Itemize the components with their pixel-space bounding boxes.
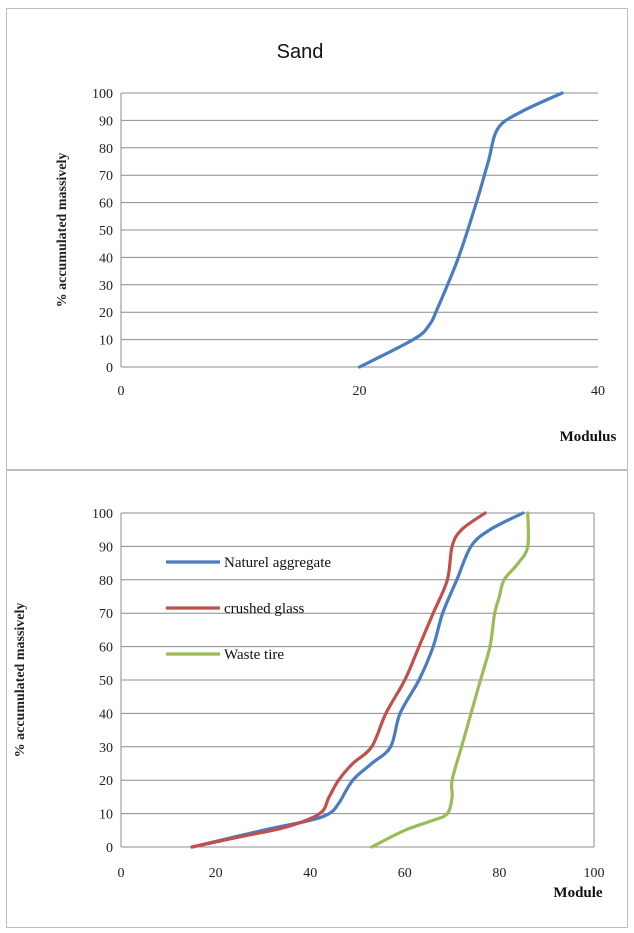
x-axis-label: Modulus [560, 429, 617, 445]
legend-label: Waste tire [224, 647, 284, 663]
y-axis-label: % accumulated massively [55, 153, 70, 308]
y-tick-label: 0 [106, 361, 113, 376]
y-tick-label: 80 [99, 574, 113, 589]
y-tick-label: 30 [99, 279, 113, 294]
y-tick-label: 90 [99, 540, 113, 555]
legend-label: Naturel aggregate [224, 555, 331, 571]
x-tick-label: 80 [492, 866, 506, 881]
series-line-sand [357, 91, 564, 369]
series-line-crushed-glass [190, 511, 487, 849]
y-tick-label: 60 [99, 641, 113, 656]
x-tick-label: 20 [209, 866, 223, 881]
y-tick-label: 90 [99, 114, 113, 129]
x-tick-label: 20 [353, 384, 367, 399]
chart-title: Sand [277, 41, 324, 63]
x-tick-label: 40 [303, 866, 317, 881]
y-tick-label: 40 [99, 707, 113, 722]
series-line-naturel-aggregate [190, 511, 525, 849]
legend-label: crushed glass [224, 601, 305, 617]
y-tick-label: 50 [99, 674, 113, 689]
y-tick-label: 50 [99, 224, 113, 239]
chart-1: 0 10 20 30 40 50 60 70 80 90 100 0 20 40 Sand Modulus % … [55, 41, 617, 445]
y-tick-label: 60 [99, 197, 113, 212]
y-tick-label: 10 [99, 334, 113, 349]
y-tick-label: 20 [99, 774, 113, 789]
y-tick-label: 10 [99, 808, 113, 823]
y-tick-label: 20 [99, 306, 113, 321]
y-tick-label: 70 [99, 607, 113, 622]
x-tick-label: 0 [118, 866, 125, 881]
y-tick-label: 100 [92, 507, 113, 522]
x-axis-label: Module [553, 885, 603, 901]
y-tick-label: 100 [92, 87, 113, 102]
x-tick-label: 60 [398, 866, 412, 881]
y-axis-label: % accumulated massively [13, 603, 28, 758]
y-tick-label: 30 [99, 741, 113, 756]
y-tick-label: 40 [99, 251, 113, 266]
x-tick-label: 100 [584, 866, 605, 881]
y-tick-label: 70 [99, 169, 113, 184]
x-tick-label: 40 [591, 384, 605, 399]
x-tick-label: 0 [118, 384, 125, 399]
top-chart-panel [6, 8, 628, 470]
y-tick-label: 0 [106, 841, 113, 856]
chart-2: 0 10 20 30 40 50 60 70 80 90 100 0 20 40 60 80 100 Module… [13, 507, 605, 901]
series-line-waste-tire [370, 511, 531, 849]
y-tick-label: 80 [99, 142, 113, 157]
